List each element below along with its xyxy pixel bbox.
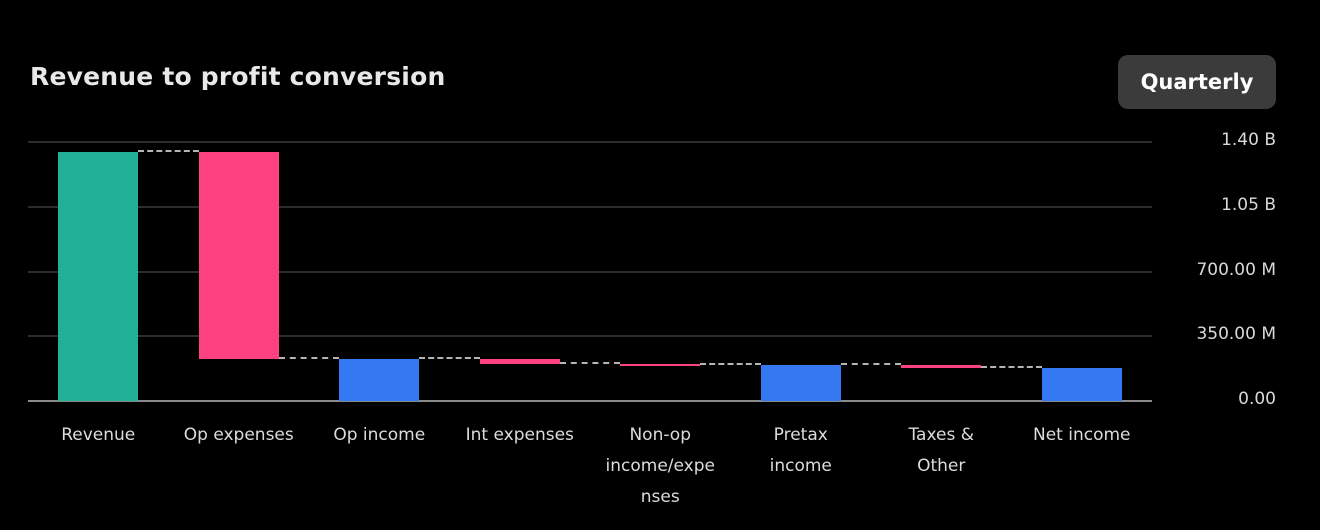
connector-line: [700, 362, 761, 365]
x-label-op-expenses: Op expenses: [183, 425, 294, 445]
y-tick-label: 1.40 B: [1221, 130, 1276, 150]
x-axis: Revenue Op expenses Op income Int expenses N…: [28, 420, 1152, 520]
x-label-taxes-other: Taxes & Other: [908, 425, 974, 476]
x-label-non-op-income-expenses: Non-op income/expe nses: [605, 425, 715, 507]
y-tick-label: 0.00: [1238, 389, 1276, 409]
y-tick-label: 350.00 M: [1196, 324, 1276, 345]
x-label-int-expenses: Int expenses: [465, 425, 574, 445]
connector-line: [559, 362, 621, 364]
gridline: [28, 205, 1152, 208]
baseline: [28, 400, 1152, 402]
gridline: [28, 335, 1152, 338]
page-title: Revenue to profit conversion: [30, 62, 446, 91]
bar-non-op-income-expenses[interactable]: [620, 364, 701, 366]
bar-taxes-other[interactable]: [901, 364, 982, 368]
bar-revenue[interactable]: [58, 152, 139, 401]
x-label-pretax-income: Pretax income: [769, 425, 832, 476]
bar-op-expenses[interactable]: [198, 152, 279, 360]
bar-op-income[interactable]: [339, 359, 420, 401]
chart-plot: [28, 141, 1152, 402]
bar-int-expenses[interactable]: [479, 359, 560, 364]
y-tick-label: 1.05 B: [1221, 194, 1276, 215]
y-tick-label: 700.00 M: [1196, 259, 1276, 280]
connector-line: [981, 365, 1042, 368]
connector-line: [419, 357, 480, 360]
gridline: [28, 270, 1152, 273]
y-axis: 1.40 B 1.05 B 700.00 M 350.00 M 0.00: [1160, 130, 1276, 409]
x-label-net-income: Net income: [1032, 425, 1131, 445]
connector-line: [840, 362, 902, 365]
bar-pretax-income[interactable]: [760, 364, 841, 401]
x-label-revenue: Revenue: [61, 425, 136, 445]
connector-line: [138, 150, 199, 153]
period-selector-button[interactable]: Quarterly: [1118, 55, 1276, 109]
gridline: [28, 141, 1152, 143]
x-label-op-income: Op income: [333, 425, 426, 445]
connector-line: [278, 357, 340, 360]
bar-net-income[interactable]: [1041, 367, 1122, 401]
